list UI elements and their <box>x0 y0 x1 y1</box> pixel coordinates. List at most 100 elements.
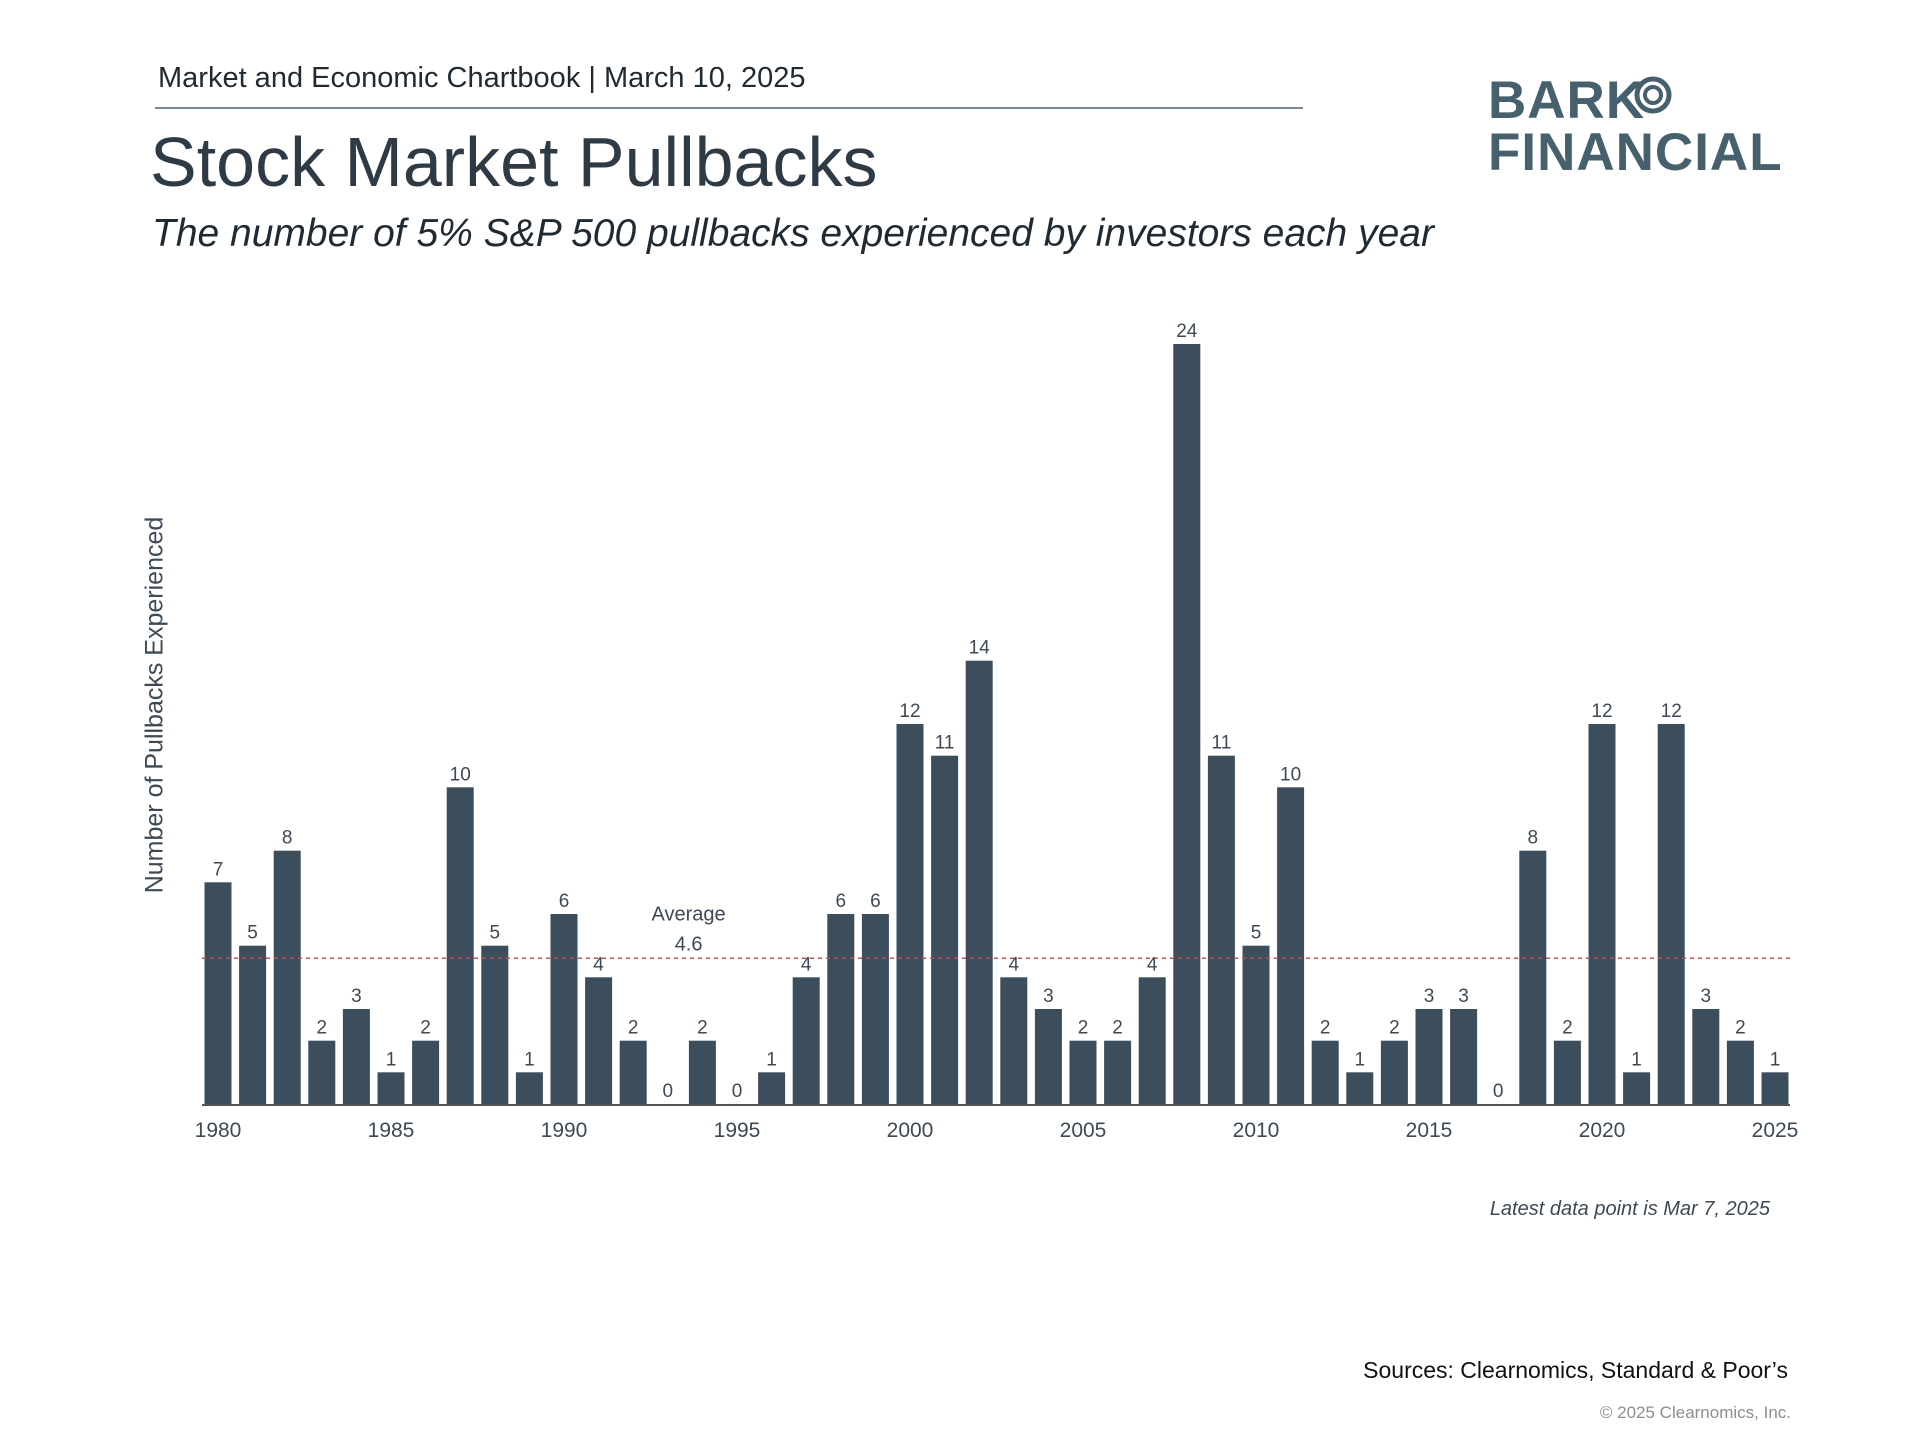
logo-ring-icon <box>1634 76 1672 114</box>
bar-2005 <box>1069 1040 1097 1104</box>
data-label-1983: 2 <box>317 1018 328 1039</box>
bar-1996 <box>758 1072 786 1104</box>
data-label-2022: 12 <box>1661 701 1682 722</box>
data-label-2013: 1 <box>1355 1049 1366 1070</box>
data-label-1987: 10 <box>450 764 471 785</box>
data-label-2000: 12 <box>899 701 920 722</box>
bar-2008 <box>1173 344 1201 1104</box>
data-label-1998: 6 <box>836 891 847 912</box>
bar-1997 <box>792 977 820 1104</box>
bar-2002 <box>965 660 993 1104</box>
bar-2015 <box>1415 1009 1443 1104</box>
average-label-value: 4.6 <box>675 933 703 955</box>
bar-2024 <box>1726 1040 1754 1104</box>
bar-2001 <box>931 755 959 1104</box>
data-label-2005: 2 <box>1078 1018 1089 1039</box>
bar-1985 <box>377 1072 405 1104</box>
data-label-2025: 1 <box>1770 1049 1781 1070</box>
x-tick-label-1980: 1980 <box>195 1119 242 1142</box>
data-label-1985: 1 <box>386 1049 397 1070</box>
data-label-1982: 8 <box>282 828 293 849</box>
bar-2009 <box>1207 755 1235 1104</box>
bar-1982 <box>273 850 301 1104</box>
x-tick-label-1995: 1995 <box>714 1119 761 1142</box>
data-label-1992: 2 <box>628 1018 639 1039</box>
x-tick-label-1990: 1990 <box>541 1119 588 1142</box>
data-label-1993: 0 <box>663 1081 674 1102</box>
data-label-1989: 1 <box>524 1049 535 1070</box>
data-label-2024: 2 <box>1735 1018 1746 1039</box>
data-label-2006: 2 <box>1112 1018 1123 1039</box>
data-label-2012: 2 <box>1320 1018 1331 1039</box>
latest-data-note: Latest data point is Mar 7, 2025 <box>1489 1198 1770 1220</box>
data-label-2019: 2 <box>1562 1018 1573 1039</box>
bar-1980 <box>204 882 232 1104</box>
x-tick-label-2020: 2020 <box>1579 1119 1626 1142</box>
bar-1981 <box>239 945 267 1104</box>
chart-title: Stock Market Pullbacks <box>150 123 878 201</box>
data-label-2003: 4 <box>1009 954 1020 975</box>
average-label-title: Average <box>652 903 726 925</box>
data-label-2023: 3 <box>1701 986 1712 1007</box>
bar-2004 <box>1034 1009 1062 1104</box>
bar-1998 <box>827 914 855 1104</box>
data-label-2015: 3 <box>1424 986 1435 1007</box>
logo-line-2: FINANCIAL <box>1488 123 1783 182</box>
x-tick-label-2000: 2000 <box>887 1119 934 1142</box>
data-label-2004: 3 <box>1043 986 1054 1007</box>
chartbook-header: Market and Economic Chartbook | March 10… <box>158 62 806 94</box>
data-label-1988: 5 <box>490 923 501 944</box>
bar-1992 <box>619 1040 647 1104</box>
data-label-1997: 4 <box>801 954 812 975</box>
sources-text: Sources: Clearnomics, Standard & Poor’s <box>1363 1357 1788 1383</box>
data-label-1994: 2 <box>697 1018 708 1039</box>
bar-1987 <box>446 787 474 1104</box>
bar-2011 <box>1277 787 1305 1104</box>
bar-1989 <box>515 1072 543 1104</box>
data-label-1981: 5 <box>247 923 258 944</box>
x-tick-label-1985: 1985 <box>368 1119 415 1142</box>
chart-subtitle: The number of 5% S&P 500 pullbacks exper… <box>152 212 1434 255</box>
data-label-2009: 11 <box>1212 733 1232 754</box>
copyright-text: © 2025 Clearnomics, Inc. <box>1599 1403 1791 1422</box>
bar-2006 <box>1104 1040 1132 1104</box>
data-label-2010: 5 <box>1251 923 1262 944</box>
data-label-1995: 0 <box>732 1081 743 1102</box>
bar-1994 <box>688 1040 716 1104</box>
bar-2010 <box>1242 945 1270 1104</box>
data-label-2014: 2 <box>1389 1018 1400 1039</box>
bar-2013 <box>1346 1072 1374 1104</box>
bar-2023 <box>1692 1009 1720 1104</box>
data-label-2011: 10 <box>1280 764 1301 785</box>
data-label-1986: 2 <box>420 1018 431 1039</box>
bar-2019 <box>1553 1040 1581 1104</box>
data-label-1990: 6 <box>559 891 570 912</box>
bar-1984 <box>342 1009 370 1104</box>
data-label-1991: 4 <box>593 954 604 975</box>
bar-2000 <box>896 724 924 1104</box>
bar-1986 <box>412 1040 440 1104</box>
data-label-2020: 12 <box>1591 701 1612 722</box>
header-divider <box>155 107 1303 109</box>
x-tick-label-2005: 2005 <box>1060 1119 1107 1142</box>
data-label-2017: 0 <box>1493 1081 1504 1102</box>
bar-2022 <box>1657 724 1685 1104</box>
bar-1991 <box>585 977 613 1104</box>
data-label-2016: 3 <box>1458 986 1469 1007</box>
bar-2025 <box>1761 1072 1789 1104</box>
x-tick-label-2015: 2015 <box>1406 1119 1453 1142</box>
bar-2020 <box>1588 724 1616 1104</box>
bar-1983 <box>308 1040 336 1104</box>
bar-2014 <box>1380 1040 1408 1104</box>
data-label-2008: 24 <box>1176 321 1198 342</box>
bar-2012 <box>1311 1040 1339 1104</box>
data-label-2007: 4 <box>1147 954 1158 975</box>
data-label-2002: 14 <box>969 638 991 659</box>
bar-2007 <box>1138 977 1166 1104</box>
data-label-1999: 6 <box>870 891 881 912</box>
x-tick-label-2025: 2025 <box>1752 1119 1799 1142</box>
data-label-2021: 1 <box>1631 1049 1642 1070</box>
x-tick-label-2010: 2010 <box>1233 1119 1280 1142</box>
bar-2016 <box>1450 1009 1478 1104</box>
